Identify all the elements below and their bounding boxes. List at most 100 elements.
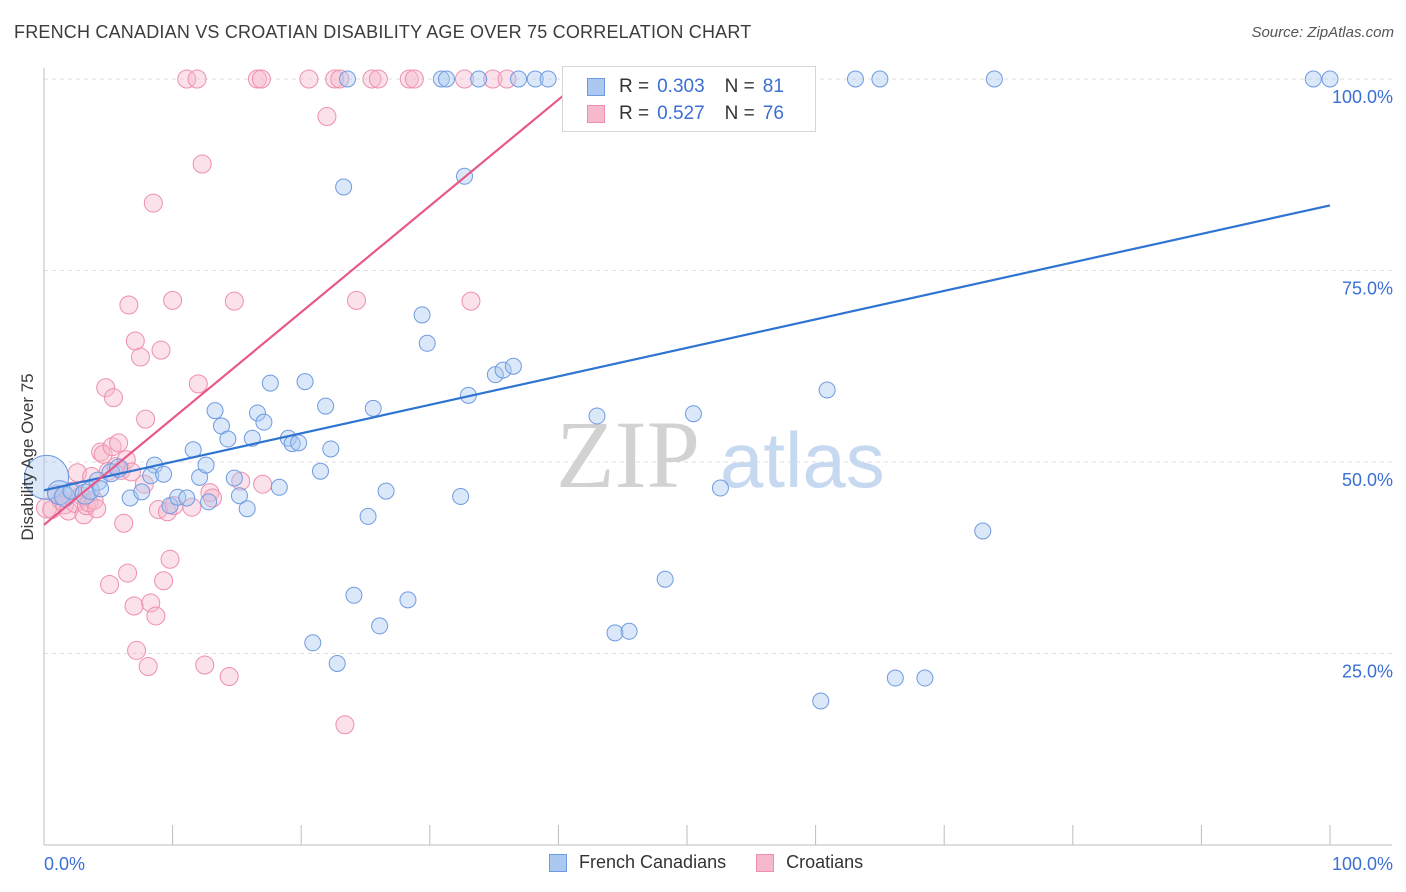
- croatians-point: [368, 69, 388, 89]
- croatians-point: [200, 483, 220, 503]
- trendlines: [43, 93, 1331, 526]
- legend: R = 0.303 N = 81 R = 0.527 N = 76: [562, 66, 816, 132]
- croatians-point: [251, 69, 271, 89]
- french-canadians-point: [504, 357, 522, 375]
- croatians-point: [125, 331, 145, 351]
- series-legend-croatians[interactable]: Croatians: [756, 852, 863, 873]
- croatians-point: [219, 666, 239, 686]
- french-canadians-trendline: [43, 204, 1331, 492]
- croatians-point: [187, 69, 207, 89]
- croatians-point: [136, 409, 156, 429]
- french-canadians-point: [812, 692, 830, 710]
- french-canadians-point: [169, 488, 187, 506]
- french-canadians-point: [818, 381, 836, 399]
- croatians-point: [160, 549, 180, 569]
- croatians-point: [127, 640, 147, 660]
- french-canadians-point: [510, 70, 528, 88]
- y-tick-label: 100.0%: [1332, 87, 1393, 107]
- y-tick-label: 25.0%: [1342, 662, 1393, 682]
- croatians-point: [224, 291, 244, 311]
- tick-labels: 25.0% 50.0% 75.0% 100.0% 0.0% 100.0%: [44, 87, 1393, 874]
- croatians-point: [317, 107, 337, 127]
- french-canadians-point: [206, 402, 224, 420]
- croatians-point: [91, 442, 111, 462]
- french-canadians-point: [261, 374, 279, 392]
- croatians-trendline: [43, 93, 566, 526]
- y-axis-label: Disability Age Over 75: [18, 373, 37, 541]
- grid-lines: [44, 78, 1392, 654]
- series-legend-french-label: French Canadians: [579, 852, 727, 872]
- french-canadians-point: [711, 479, 729, 497]
- french-canadians-point: [606, 624, 624, 642]
- french-canadians-point: [248, 404, 266, 422]
- legend-swatch-pink: [587, 105, 605, 123]
- croatians-point: [483, 69, 503, 89]
- french-canadians-point: [322, 440, 340, 458]
- french-canadians-point: [846, 70, 864, 88]
- croatians-point: [124, 596, 144, 616]
- french-canadians-point: [338, 70, 356, 88]
- legend-r-value: 0.527: [657, 103, 705, 124]
- legend-row-croatians: R = 0.527 N = 76: [587, 102, 784, 126]
- croatians-point: [163, 290, 183, 310]
- watermark-zip: ZIP: [556, 401, 700, 508]
- french-canadians-point: [886, 669, 904, 687]
- croatians-point: [138, 657, 158, 677]
- chart-title: FRENCH CANADIAN VS CROATIAN DISABILITY A…: [14, 22, 752, 42]
- french-canadians-point: [345, 586, 363, 604]
- x-tick-label-min: 0.0%: [44, 854, 85, 874]
- croatians-point: [130, 347, 150, 367]
- legend-row-french: R = 0.303 N = 81: [587, 75, 784, 99]
- croatians-point: [103, 388, 123, 408]
- french-canadians-point: [494, 361, 512, 379]
- croatians-point: [404, 69, 424, 89]
- croatians-point: [461, 291, 481, 311]
- croatians-point: [399, 69, 419, 89]
- french-canadians-point: [916, 669, 934, 687]
- french-canadians-point: [364, 399, 382, 417]
- croatians-point: [87, 499, 107, 519]
- french-canadians-point: [200, 493, 218, 511]
- croatians-point: [177, 69, 197, 89]
- french-canadians-point: [335, 178, 353, 196]
- french-canadians-point: [225, 469, 243, 487]
- french-canadians-point: [328, 654, 346, 672]
- french-canadians-point: [656, 570, 674, 588]
- french-canadians-point: [304, 634, 322, 652]
- french-canadians-point: [255, 413, 273, 431]
- french-canadians-point: [871, 70, 889, 88]
- french-canadians-point: [290, 434, 308, 452]
- french-canadians-point: [418, 334, 436, 352]
- croatians-point: [151, 340, 171, 360]
- french-canadians-point: [1321, 70, 1339, 88]
- french-canadians-point: [377, 482, 395, 500]
- french-canadians-point: [588, 407, 606, 425]
- french-canadians-point: [230, 487, 248, 505]
- x-tick-label-max: 100.0%: [1332, 854, 1393, 874]
- croatians-point: [100, 575, 120, 595]
- french-canadians-point: [399, 591, 417, 609]
- croatians-point: [192, 154, 212, 174]
- legend-n-label: N =: [724, 103, 755, 124]
- french-canadians-point: [155, 465, 173, 483]
- croatians-point: [253, 474, 273, 494]
- croatians-point: [143, 193, 163, 213]
- legend-r-label: R =: [619, 103, 650, 124]
- french-canadians-point: [133, 483, 151, 501]
- legend-r-value: 0.303: [657, 76, 705, 97]
- french-canadians-point: [311, 462, 329, 480]
- croatians-point: [346, 290, 366, 310]
- croatians-point: [154, 571, 174, 591]
- french-canadians-point: [684, 405, 702, 423]
- french-canadians-point: [974, 522, 992, 540]
- watermark-atlas: atlas: [720, 416, 885, 504]
- legend-n-value: 81: [762, 76, 784, 97]
- french-canadians-point: [438, 70, 456, 88]
- croatians-point: [335, 715, 355, 735]
- legend-n-label: N =: [724, 76, 755, 97]
- y-tick-label: 75.0%: [1342, 279, 1393, 299]
- series-swatch-blue: [549, 853, 567, 872]
- series-legend-french[interactable]: French Canadians: [549, 852, 726, 873]
- croatians-point: [96, 378, 116, 398]
- legend-r-label: R =: [619, 76, 650, 97]
